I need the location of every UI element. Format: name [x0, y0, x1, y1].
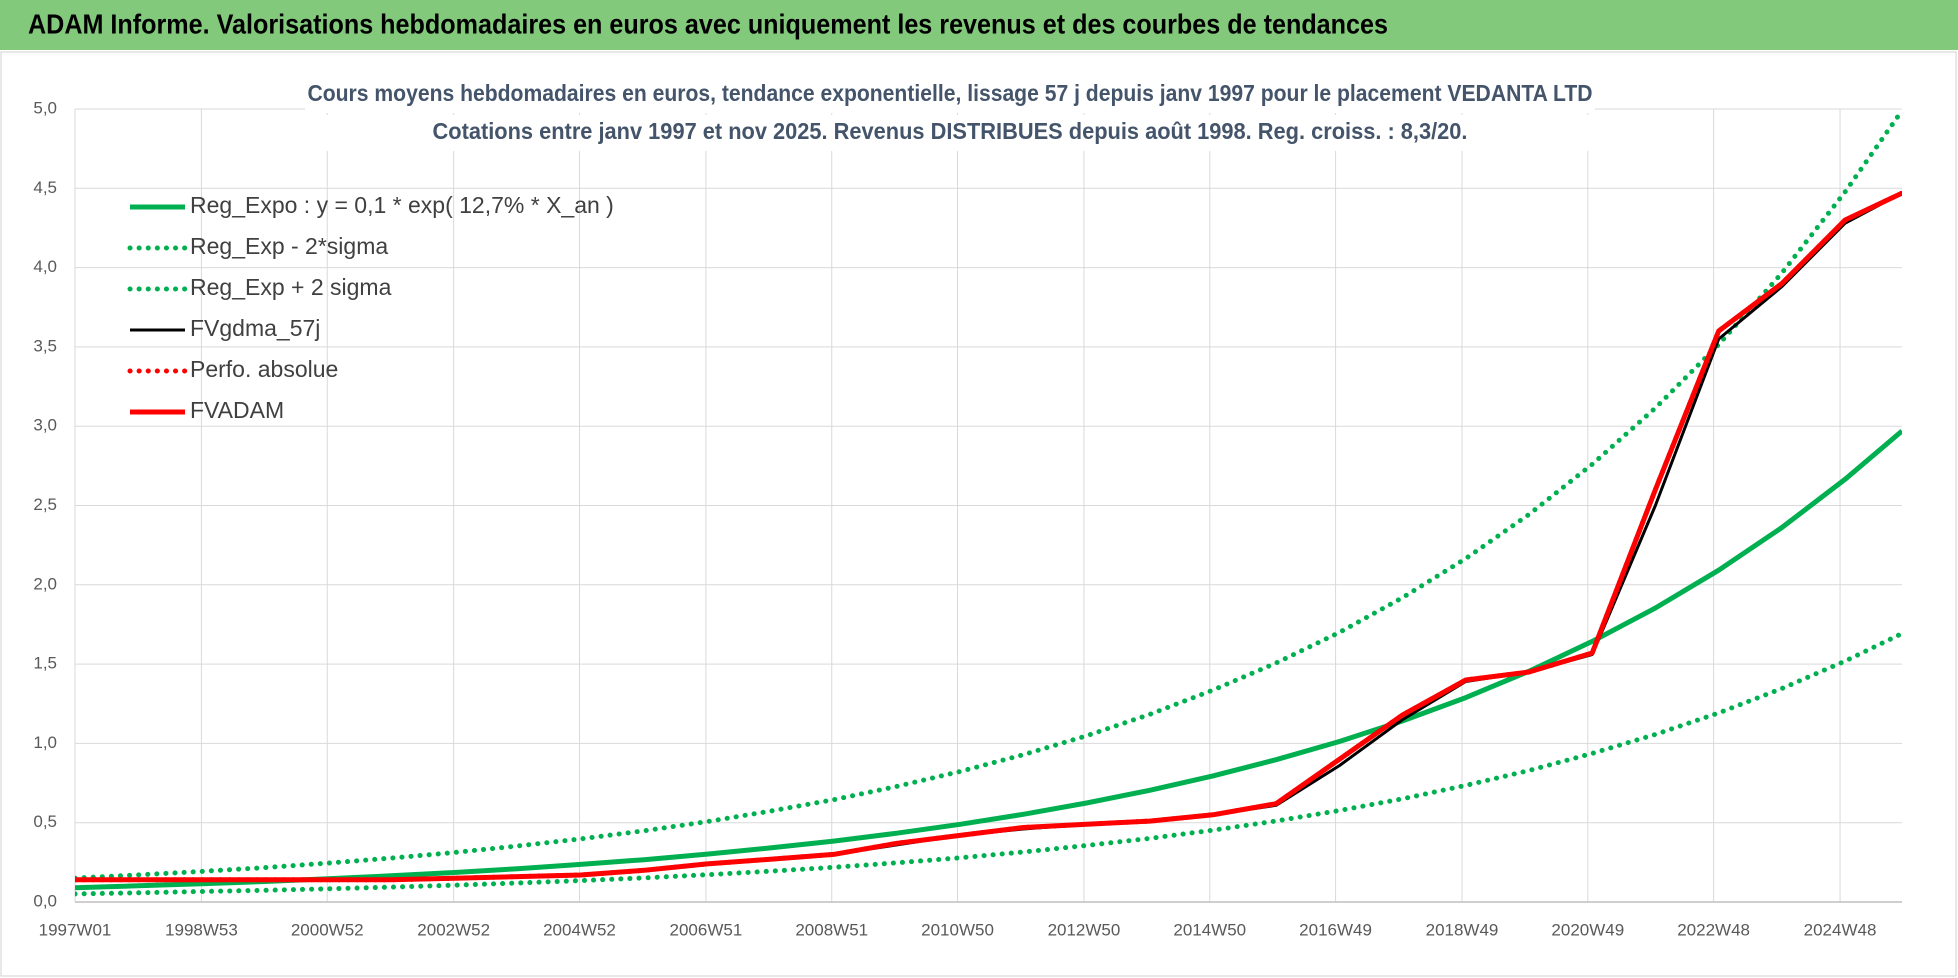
y-tick-label: 4,5: [33, 178, 57, 197]
y-tick-label: 1,0: [33, 733, 57, 752]
legend-label: Perfo. absolue: [190, 356, 338, 382]
x-tick-label: 2008W51: [795, 920, 868, 939]
y-tick-label: 0,5: [33, 812, 57, 831]
y-tick-label: 5,0: [33, 98, 57, 117]
legend-label: FVADAM: [190, 397, 284, 423]
x-tick-label: 2022W48: [1677, 920, 1750, 939]
y-tick-label: 2,5: [33, 495, 57, 514]
chart-title: Cotations entre janv 1997 et nov 2025. R…: [433, 118, 1468, 144]
y-tick-label: 1,5: [33, 654, 57, 673]
legend-label: Reg_Exp + 2 sigma: [190, 274, 392, 300]
series-line: [75, 631, 1902, 897]
y-tick-label: 3,0: [33, 416, 57, 435]
y-tick-label: 0,0: [33, 891, 57, 910]
x-tick-label: 1997W01: [39, 920, 112, 939]
x-tick-label: 2024W48: [1804, 920, 1877, 939]
x-tick-label: 2010W50: [921, 920, 994, 939]
x-tick-label: 2018W49: [1426, 920, 1499, 939]
chart-frame: [0, 51, 1957, 977]
series-line: [75, 190, 1902, 883]
title-background: [305, 115, 1595, 151]
header-bar: [0, 0, 1958, 50]
x-tick-label: 2000W52: [291, 920, 364, 939]
x-tick-label: 2012W50: [1048, 920, 1121, 939]
legend-label: Reg_Exp - 2*sigma: [190, 233, 388, 259]
chart-title: Cours moyens hebdomadaires en euros, ten…: [308, 80, 1593, 106]
x-tick-label: 2016W49: [1299, 920, 1372, 939]
legend-label: FVgdma_57j: [190, 315, 320, 341]
x-tick-label: 2014W50: [1173, 920, 1246, 939]
x-tick-label: 2002W52: [417, 920, 490, 939]
x-tick-label: 2004W52: [543, 920, 616, 939]
x-tick-label: 2020W49: [1551, 920, 1624, 939]
series-line: [75, 429, 1902, 891]
y-tick-label: 3,5: [33, 336, 57, 355]
y-tick-label: 2,0: [33, 574, 57, 593]
legend-label: Reg_Expo : y = 0,1 * exp( 12,7% * X_an ): [190, 192, 614, 218]
x-tick-label: 2006W51: [670, 920, 743, 939]
x-tick-label: 1998W53: [165, 920, 238, 939]
title-background: [305, 77, 1595, 113]
header-title: ADAM Informe. Valorisations hebdomadaire…: [28, 8, 1388, 39]
y-tick-label: 4,0: [33, 257, 57, 276]
